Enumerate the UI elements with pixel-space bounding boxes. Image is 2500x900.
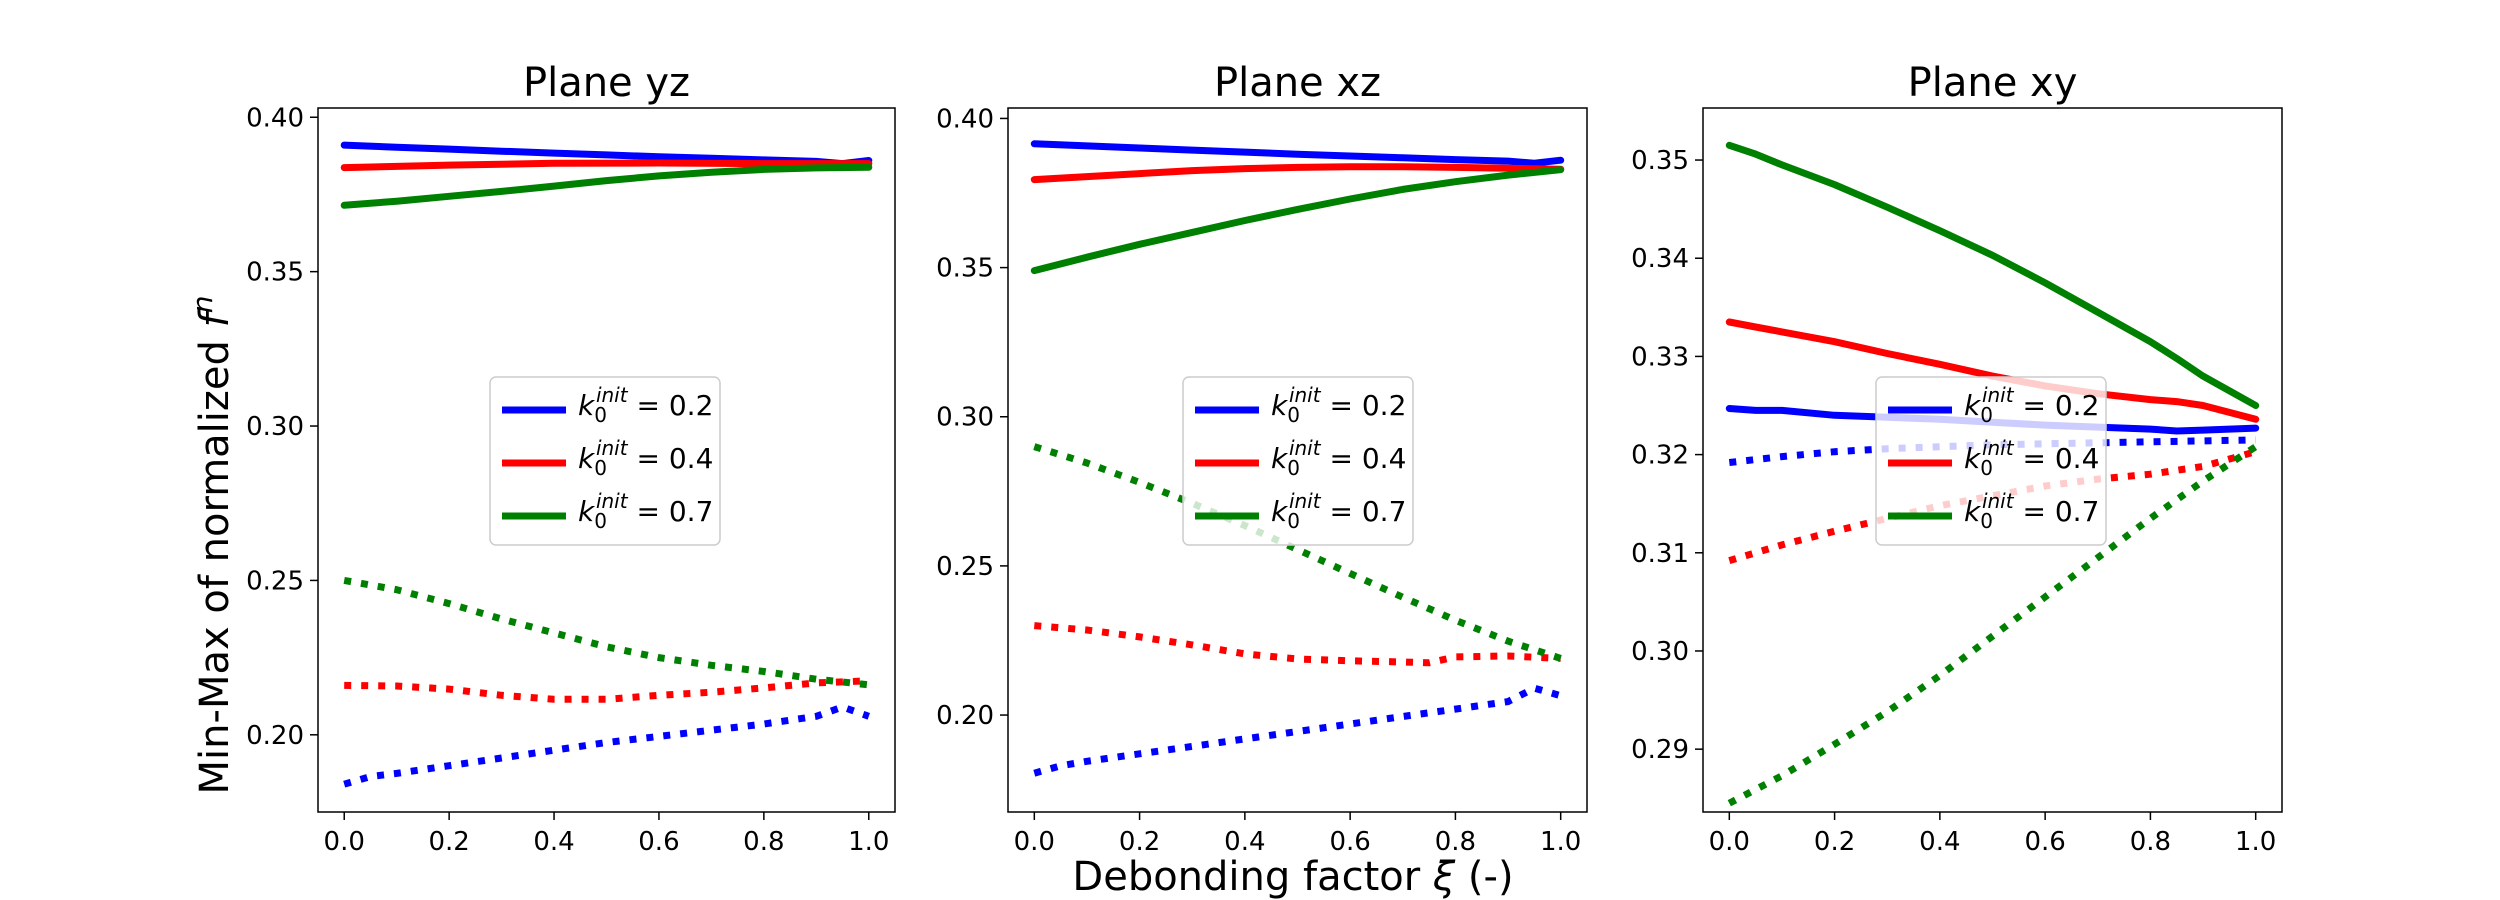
legend-label: k0init = 0.2: [578, 383, 713, 427]
y-tick-label: 0.33: [1631, 342, 1689, 372]
series-line: [1030, 166, 1565, 275]
legend-label: k0init = 0.2: [1271, 383, 1406, 427]
panel-title: Plane xy: [1908, 60, 2078, 106]
series-line: [340, 163, 873, 209]
y-tick-label: 0.29: [1631, 735, 1689, 765]
y-tick-label: 0.20: [936, 701, 994, 731]
y-tick-label: 0.35: [936, 254, 994, 284]
y-tick-label: 0.30: [1631, 637, 1689, 667]
y-tick-label: 0.40: [246, 103, 304, 133]
x-tick-label: 1.0: [848, 827, 889, 857]
y-tick-label: 0.20: [246, 721, 304, 751]
legend-box: [489, 376, 721, 546]
legend-label: k0init = 0.4: [1964, 436, 2099, 480]
y-tick-label: 0.32: [1631, 441, 1689, 471]
series-line: [1728, 448, 2257, 564]
y-tick-label: 0.30: [936, 403, 994, 433]
legend: k0init = 0.2 k0init = 0.4 k0init = 0.7: [1875, 376, 2107, 546]
axes-frame: [1007, 107, 1588, 813]
series-line: [1728, 436, 2256, 466]
series-line: [1030, 140, 1565, 167]
series-line: [343, 576, 870, 689]
series-line: [1030, 163, 1565, 184]
legend-box: [1182, 376, 1414, 546]
legend: k0init = 0.2 k0init = 0.4 k0init = 0.7: [489, 376, 721, 546]
x-tick-label: 0.6: [1329, 827, 1370, 857]
y-tick-label: 0.35: [1631, 146, 1689, 176]
figure-ylabel: Min-Max of normalized fn: [186, 296, 238, 795]
axes-frame: [317, 107, 896, 813]
x-tick-label: 0.8: [1435, 827, 1476, 857]
x-tick-label: 0.0: [1014, 827, 1055, 857]
legend-label: k0init = 0.7: [1964, 489, 2099, 533]
legend-label: k0init = 0.2: [1964, 383, 2099, 427]
panel-title: Plane xz: [1214, 60, 1381, 106]
series-line: [1725, 141, 2260, 409]
series-line: [1727, 443, 2258, 807]
x-tick-label: 0.2: [1119, 827, 1160, 857]
x-tick-label: 0.6: [2024, 827, 2065, 857]
x-tick-label: 0.8: [2130, 827, 2171, 857]
x-tick-label: 0.4: [1919, 827, 1960, 857]
x-tick-label: 0.0: [1709, 827, 1750, 857]
legend-box: [1875, 376, 2107, 546]
x-tick-label: 0.8: [743, 827, 784, 857]
y-tick-label: 0.31: [1631, 539, 1689, 569]
x-tick-label: 0.0: [324, 827, 365, 857]
x-tick-label: 1.0: [1540, 827, 1581, 857]
x-tick-label: 0.2: [1814, 827, 1855, 857]
series-group: [340, 141, 873, 788]
x-tick-label: 0.4: [533, 827, 574, 857]
x-tick-label: 0.4: [1224, 827, 1265, 857]
panel-2: Plane xz 0.0 0.2 0.4 0.6 0.8 1.0 0.20 0.25 0.30 0.…: [936, 60, 1588, 857]
y-tick-label: 0.34: [1631, 244, 1689, 274]
panel-title: Plane yz: [523, 60, 690, 106]
legend-label: k0init = 0.4: [1271, 436, 1406, 480]
panel-1: Plane yz 0.0 0.2 0.4 0.6 0.8 1.0 0.20 0.25 0.30 0.…: [246, 60, 896, 857]
x-tick-label: 1.0: [2235, 827, 2276, 857]
legend-label: k0init = 0.7: [1271, 489, 1406, 533]
x-tick-label: 0.2: [428, 827, 469, 857]
panel-3: Plane xy 0.0 0.2 0.4 0.6 0.8 1.0 0.29 0.30 0.31 0.…: [1631, 60, 2283, 857]
series-line: [1033, 684, 1562, 777]
legend-label: k0init = 0.4: [578, 436, 713, 480]
figure-xlabel: Debonding factor ξ (-): [1072, 854, 1513, 900]
y-tick-label: 0.25: [936, 552, 994, 582]
series-line: [340, 159, 873, 172]
x-tick-label: 0.6: [638, 827, 679, 857]
series-line: [1034, 622, 1561, 667]
y-tick-label: 0.40: [936, 104, 994, 134]
axes-frame: [1702, 107, 2283, 813]
y-tick-label: 0.35: [246, 258, 304, 288]
series-line: [344, 677, 869, 703]
series-line: [343, 703, 870, 788]
series-group: [1030, 140, 1565, 777]
legend: k0init = 0.2 k0init = 0.4 k0init = 0.7: [1182, 376, 1414, 546]
y-tick-label: 0.30: [246, 412, 304, 442]
y-tick-label: 0.25: [246, 566, 304, 596]
legend-label: k0init = 0.7: [578, 489, 713, 533]
